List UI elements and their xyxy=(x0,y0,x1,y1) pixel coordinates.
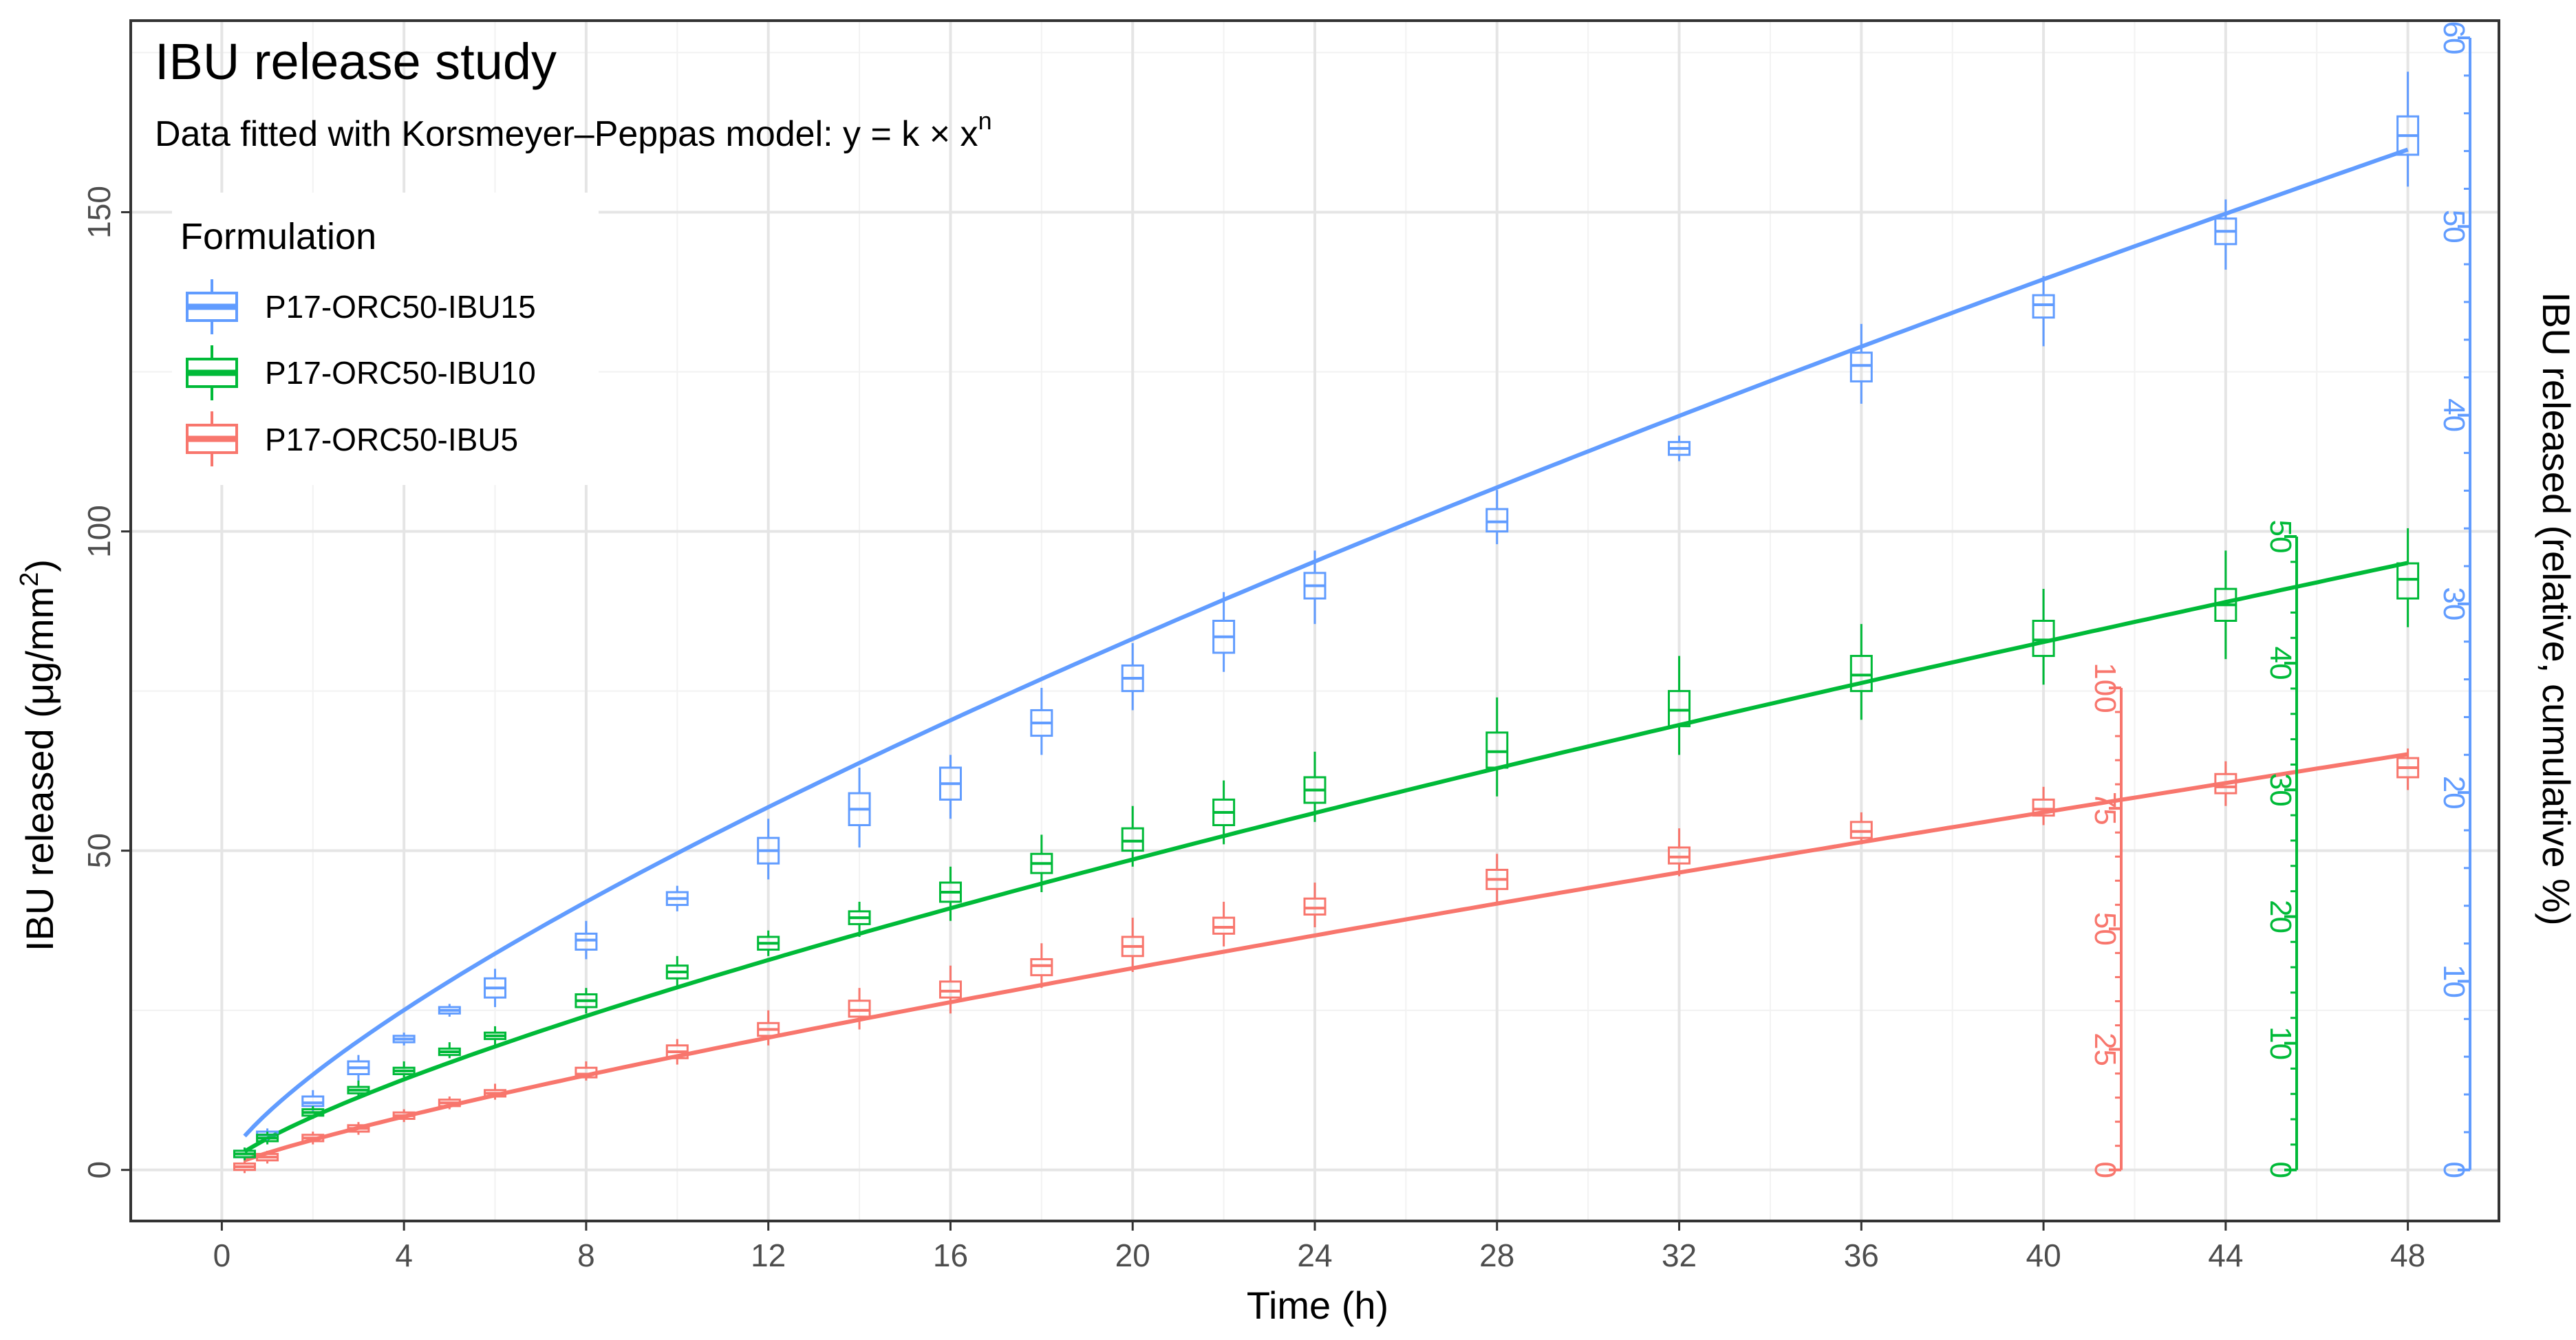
secondary-tick-label: 0 xyxy=(2437,1162,2471,1178)
y-axis-title: IBU released (μg/mm2) xyxy=(15,559,61,951)
box xyxy=(1485,508,1509,533)
legend: Formulation P17-ORC50-IBU15 P17-ORC50-IB… xyxy=(172,193,599,485)
y-tick-label: 100 xyxy=(81,505,117,558)
secondary-axis-ibu15: 0 10 20 30 40 50 60 xyxy=(2437,21,2471,1178)
box xyxy=(938,980,962,999)
box xyxy=(575,1066,598,1079)
legend-key-ibu15 xyxy=(186,279,238,334)
legend-key-ibu5 xyxy=(186,411,238,466)
secondary-tick-label: 25 xyxy=(2088,1033,2122,1066)
box xyxy=(1030,958,1053,977)
box xyxy=(1303,897,1327,916)
secondary-tick-label: 30 xyxy=(2264,773,2297,807)
box xyxy=(1485,731,1509,769)
box xyxy=(2032,620,2055,658)
y-tick-label: 50 xyxy=(81,833,117,868)
chart-subtitle: Data fitted with Korsmeyer–Peppas model:… xyxy=(155,107,992,154)
box xyxy=(2032,294,2055,319)
box xyxy=(1849,655,1873,693)
x-tick-label: 40 xyxy=(2026,1238,2061,1273)
y-axis-title-close: ) xyxy=(18,559,61,572)
y-axis-title-text: IBU released (μg/mm xyxy=(18,587,61,951)
box xyxy=(2396,562,2420,600)
secondary-tick-label: 100 xyxy=(2088,662,2122,713)
x-tick-label: 36 xyxy=(1844,1238,1879,1273)
secondary-tick-label: 50 xyxy=(2437,210,2471,244)
box xyxy=(848,999,871,1018)
x-tick-label: 0 xyxy=(213,1238,231,1273)
secondary-tick-label: 40 xyxy=(2437,398,2471,432)
secondary-tick-label: 10 xyxy=(2264,1026,2297,1060)
boxplots xyxy=(233,72,2420,1174)
box xyxy=(1121,827,1144,852)
x-tick-label: 32 xyxy=(1662,1238,1697,1273)
x-axis-title: Time (h) xyxy=(1247,1284,1388,1327)
secondary-tick-label: 20 xyxy=(2437,776,2471,810)
box xyxy=(1849,352,1873,382)
secondary-axis-ibu10: 0 10 20 30 40 50 xyxy=(2264,520,2298,1178)
x-tick-label: 12 xyxy=(751,1238,786,1273)
y-tick-label: 0 xyxy=(81,1161,117,1179)
box xyxy=(1849,821,1873,839)
secondary-axis-ibu5: 0 25 50 75 100 xyxy=(2088,662,2123,1178)
y-axis-title-superscript: 2 xyxy=(15,572,44,587)
box xyxy=(2032,798,2055,817)
x-tick-label: 24 xyxy=(1297,1238,1332,1273)
secondary-tick-label: 0 xyxy=(2088,1162,2122,1178)
box xyxy=(575,932,598,951)
y-axis-right-title: IBU released (relative, cumulative %) xyxy=(2535,292,2576,925)
secondary-tick-label: 75 xyxy=(2088,792,2122,825)
legend-keys xyxy=(186,279,238,466)
secondary-tick-label: 50 xyxy=(2264,520,2297,554)
subtitle-text: Data fitted with Korsmeyer–Peppas model:… xyxy=(155,114,978,154)
secondary-tick-label: 0 xyxy=(2264,1162,2297,1178)
secondary-tick-label: 50 xyxy=(2088,912,2122,946)
secondary-tick-label: 10 xyxy=(2437,964,2471,998)
legend-key-ibu10 xyxy=(186,345,238,400)
box xyxy=(1668,846,1691,865)
x-tick-label: 16 xyxy=(933,1238,968,1273)
fit-line-ibu15 xyxy=(243,147,2409,1138)
boxplot-series-ibu5 xyxy=(233,748,2420,1174)
secondary-tick-label: 30 xyxy=(2437,587,2471,620)
x-tick-label: 8 xyxy=(577,1238,595,1273)
secondary-axes: 0 10 20 30 40 50 60 0 10 20 30 40 50 0 25 50 75 100 xyxy=(2088,21,2471,1178)
x-tick-label: 44 xyxy=(2208,1238,2243,1273)
box xyxy=(2214,772,2237,795)
subtitle-superscript: n xyxy=(978,107,992,135)
x-tick-label: 4 xyxy=(395,1238,413,1273)
box xyxy=(1212,916,1236,935)
boxplot-series-ibu10 xyxy=(233,528,2420,1160)
legend-title: Formulation xyxy=(180,216,376,257)
secondary-tick-label: 60 xyxy=(2437,21,2471,55)
fit-line-ibu5 xyxy=(244,752,2409,1163)
legend-background xyxy=(172,193,599,485)
legend-label-ibu10: P17-ORC50-IBU10 xyxy=(265,355,536,391)
x-tick-label: 48 xyxy=(2390,1238,2425,1273)
secondary-tick-label: 40 xyxy=(2264,647,2297,680)
x-tick-label: 28 xyxy=(1479,1238,1514,1273)
legend-label-ibu15: P17-ORC50-IBU15 xyxy=(265,289,536,325)
y-tick-label: 150 xyxy=(81,186,117,239)
box xyxy=(1668,690,1691,728)
chart-title: IBU release study xyxy=(155,33,557,90)
x-tick-label: 20 xyxy=(1115,1238,1150,1273)
legend-label-ibu5: P17-ORC50-IBU5 xyxy=(265,422,518,457)
boxplot-series-ibu15 xyxy=(233,72,2420,1160)
secondary-tick-label: 20 xyxy=(2264,900,2297,933)
